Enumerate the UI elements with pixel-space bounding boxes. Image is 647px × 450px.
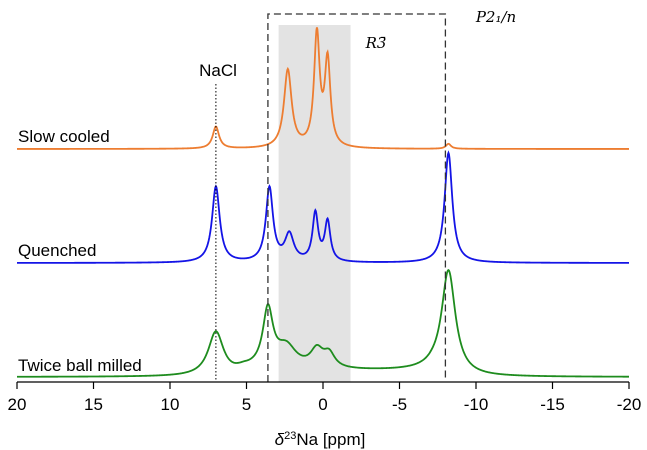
series-label-quenched: Quenched [18,241,96,260]
x-axis-ticks: 20 15 10 5 0 -5 -10 -15 -20 [8,382,642,414]
x-axis-title-superscript: 23 [284,430,296,442]
x-tick-label: 10 [161,395,180,414]
x-tick-label: 5 [242,395,251,414]
x-tick-label: -15 [540,395,565,414]
x-tick-label: 20 [8,395,27,414]
x-tick-label: 0 [318,395,327,414]
r3bar-label: R3̄ [365,34,387,52]
x-axis-title: δ23Na [ppm] [275,430,366,449]
p21n-label: P2₁/n [475,8,516,26]
x-axis-title-text: Na [ppm] [296,430,365,449]
x-tick-label: -5 [392,395,407,414]
series-label-slow-cooled: Slow cooled [18,127,110,146]
x-tick-label: -10 [464,395,489,414]
nacl-label: NaCl [199,61,237,80]
series-label-twice-ball-milled: Twice ball milled [18,356,142,375]
x-tick-label: -20 [617,395,642,414]
x-tick-label: 15 [84,395,103,414]
